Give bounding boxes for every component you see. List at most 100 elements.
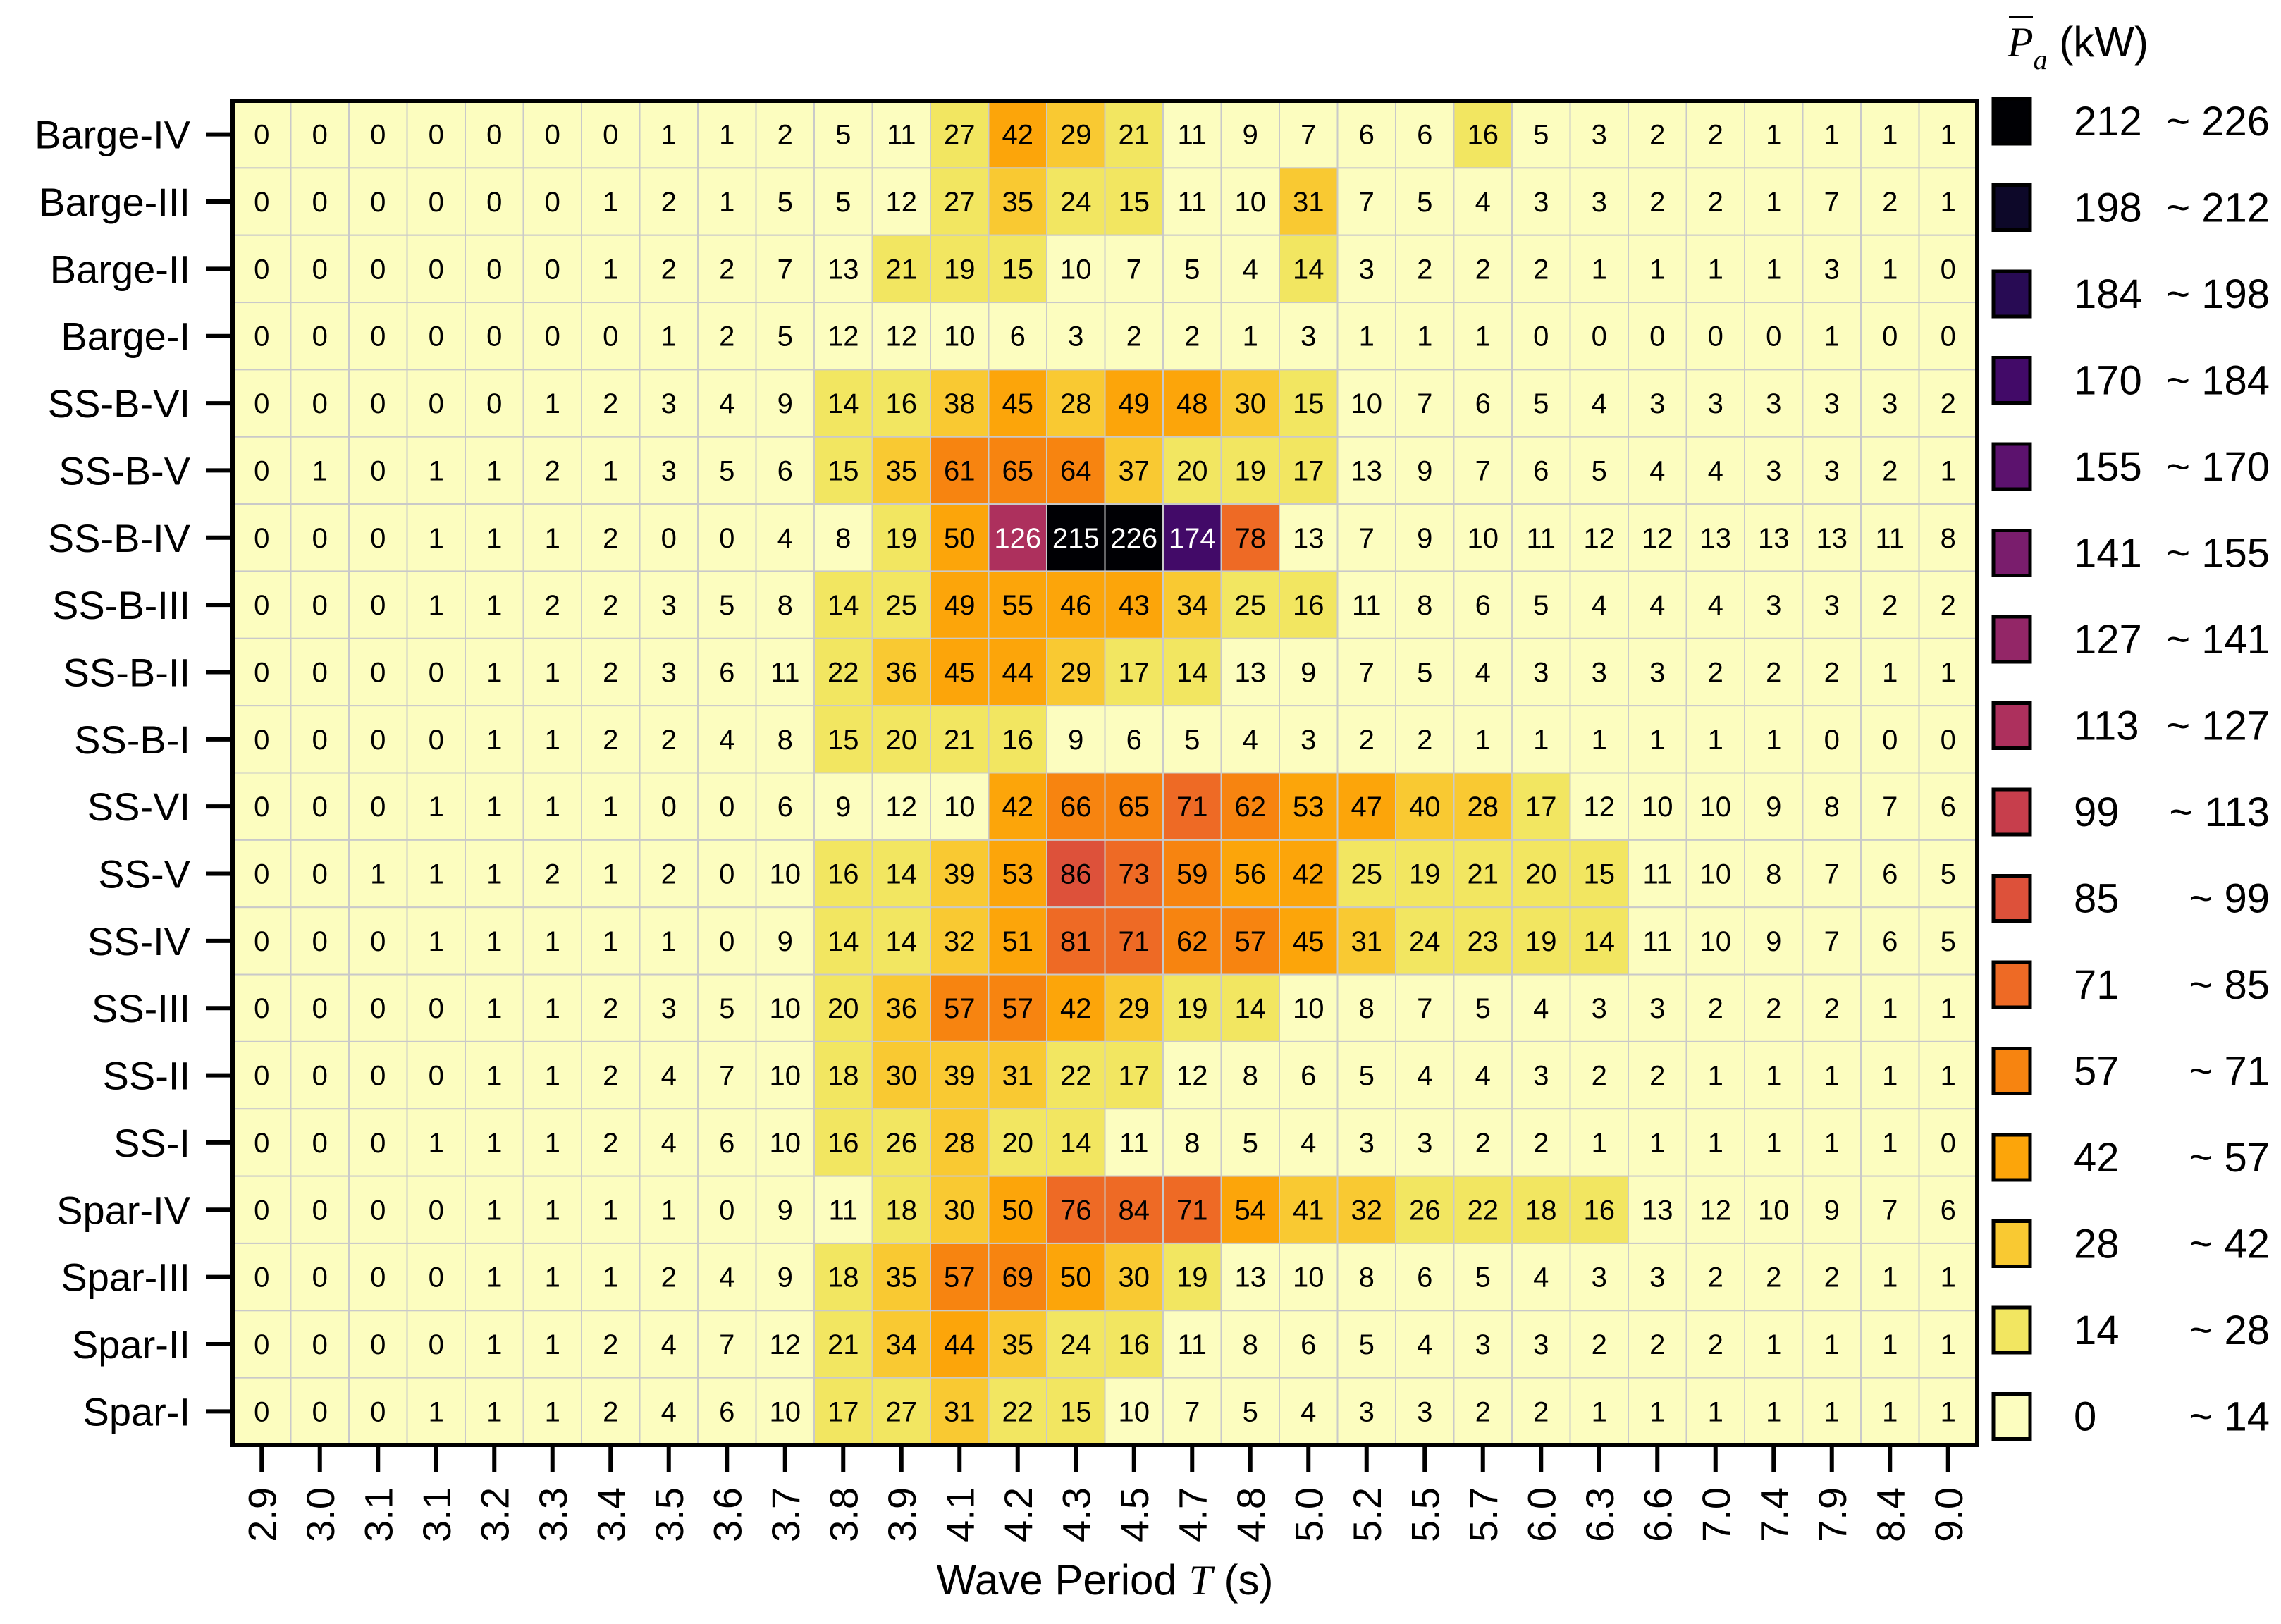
cell-value-label: 7 bbox=[719, 1061, 734, 1092]
heatmap-cell bbox=[581, 637, 641, 707]
cell-value-label: 0 bbox=[312, 1195, 328, 1226]
cell-value-label: 20 bbox=[1525, 859, 1557, 890]
cell-value-label: 13 bbox=[1642, 1195, 1673, 1226]
heatmap-cell bbox=[1453, 369, 1513, 438]
cell-value-label: 4 bbox=[719, 388, 734, 419]
heatmap-cell bbox=[697, 973, 757, 1042]
cell-value-label: 1 bbox=[1824, 1061, 1840, 1092]
heatmap-cell bbox=[871, 302, 931, 371]
heatmap-cell bbox=[1336, 1108, 1396, 1177]
heatmap-cell bbox=[522, 973, 582, 1042]
cell-value-label: 8 bbox=[1243, 1061, 1258, 1092]
y-tick-label: SS-B-I bbox=[74, 718, 190, 762]
heatmap-cell bbox=[1046, 705, 1106, 774]
heatmap-cell bbox=[1744, 1310, 1804, 1379]
cell-value-label: 19 bbox=[1176, 1262, 1208, 1293]
cell-value-label: 4 bbox=[1301, 1128, 1316, 1159]
heatmap-cell bbox=[988, 973, 1047, 1042]
cell-value-label: 14 bbox=[1584, 926, 1616, 957]
x-tick-label: 3.1 bbox=[414, 1487, 459, 1542]
cell-value-label: 0 bbox=[370, 455, 386, 486]
heatmap-cell bbox=[1279, 167, 1339, 236]
cell-value-label: 49 bbox=[944, 590, 976, 621]
cell-value-label: 0 bbox=[312, 1396, 328, 1427]
legend-range-high: ~ 71 bbox=[2189, 1049, 2270, 1095]
cell-value-label: 2 bbox=[1592, 1061, 1607, 1092]
cell-value-label: 22 bbox=[1468, 1195, 1499, 1226]
heatmap-cell bbox=[1744, 772, 1804, 841]
cell-value-label: 44 bbox=[944, 1329, 976, 1360]
cell-value-label: 1 bbox=[545, 926, 560, 957]
cell-value-label: 5 bbox=[1243, 1128, 1258, 1159]
cell-value-label: 22 bbox=[1002, 1396, 1034, 1427]
cell-value-label: 1 bbox=[661, 321, 677, 352]
cell-value-label: 0 bbox=[254, 1061, 269, 1092]
cell-value-label: 7 bbox=[777, 254, 793, 285]
cell-value-label: 1 bbox=[661, 120, 677, 151]
cell-value-label: 1 bbox=[1766, 1128, 1781, 1159]
cell-value-label: 55 bbox=[1002, 590, 1034, 621]
cell-value-label: 13 bbox=[1235, 1262, 1267, 1293]
cell-value-label: 15 bbox=[1002, 254, 1034, 285]
heatmap-cell bbox=[522, 369, 582, 438]
cell-value-label: 0 bbox=[370, 1061, 386, 1092]
cell-value-label: 0 bbox=[1824, 725, 1840, 756]
cell-value-label: 5 bbox=[777, 321, 793, 352]
cell-value-label: 0 bbox=[370, 926, 386, 957]
heatmap-cell bbox=[755, 100, 815, 169]
heatmap-cell bbox=[1860, 705, 1920, 774]
x-tick-label: 3.6 bbox=[705, 1487, 749, 1542]
cell-value-label: 8 bbox=[1243, 1329, 1258, 1360]
heatmap-cell bbox=[290, 772, 350, 841]
cell-value-label: 3 bbox=[1824, 455, 1840, 486]
x-tick-label: 6.0 bbox=[1519, 1487, 1563, 1542]
cell-value-label: 0 bbox=[254, 859, 269, 890]
heatmap-cell bbox=[1511, 167, 1571, 236]
cell-value-label: 2 bbox=[1533, 1128, 1549, 1159]
heatmap-cell bbox=[1511, 772, 1571, 841]
heatmap-cell bbox=[755, 839, 815, 909]
cell-value-label: 29 bbox=[1060, 120, 1092, 151]
heatmap-cell bbox=[755, 167, 815, 236]
heatmap-cell bbox=[1628, 1040, 1687, 1110]
cell-value-label: 1 bbox=[545, 1396, 560, 1427]
cell-value-label: 0 bbox=[312, 1262, 328, 1293]
cell-value-label: 17 bbox=[828, 1396, 859, 1427]
cell-value-label: 12 bbox=[1700, 1195, 1732, 1226]
cell-value-label: 6 bbox=[719, 1128, 734, 1159]
heatmap-cell bbox=[348, 1377, 408, 1446]
heatmap-cell bbox=[988, 705, 1047, 774]
heatmap-cell bbox=[1511, 302, 1571, 371]
legend-range-high: ~ 85 bbox=[2189, 962, 2270, 1008]
heatmap-cell bbox=[581, 1242, 641, 1312]
cell-value-label: 10 bbox=[1700, 859, 1732, 890]
legend-range-low: 42 bbox=[2074, 1135, 2120, 1181]
cell-value-label: 2 bbox=[1824, 993, 1840, 1024]
cell-value-label: 1 bbox=[1475, 725, 1491, 756]
cell-value-label: 54 bbox=[1235, 1195, 1267, 1226]
heatmap-cell bbox=[1860, 100, 1920, 169]
cell-value-label: 3 bbox=[1533, 187, 1549, 218]
cell-value-label: 10 bbox=[1700, 926, 1732, 957]
cell-value-label: 5 bbox=[1417, 187, 1432, 218]
cell-value-label: 1 bbox=[1766, 725, 1781, 756]
cell-value-label: 0 bbox=[429, 993, 444, 1024]
heatmap-cell bbox=[1104, 436, 1164, 505]
heatmap-cell bbox=[290, 1040, 350, 1110]
x-tick-label: 3.0 bbox=[298, 1487, 343, 1542]
cell-value-label: 9 bbox=[777, 926, 793, 957]
y-tick-label: SS-I bbox=[113, 1121, 190, 1165]
heatmap-cell bbox=[290, 1175, 350, 1244]
heatmap-cell bbox=[1744, 906, 1804, 976]
heatmap-cell bbox=[1802, 234, 1862, 304]
cell-value-label: 10 bbox=[770, 1128, 801, 1159]
cell-value-label: 3 bbox=[661, 657, 677, 688]
legend-range-high: ~ 155 bbox=[2166, 531, 2270, 577]
heatmap-cell bbox=[1046, 234, 1106, 304]
heatmap-cell bbox=[871, 1175, 931, 1244]
cell-value-label: 2 bbox=[1475, 1396, 1491, 1427]
cell-value-label: 11 bbox=[1875, 523, 1905, 554]
cell-value-label: 2 bbox=[1126, 321, 1142, 352]
cell-value-label: 2 bbox=[661, 725, 677, 756]
heatmap-cell bbox=[871, 637, 931, 707]
